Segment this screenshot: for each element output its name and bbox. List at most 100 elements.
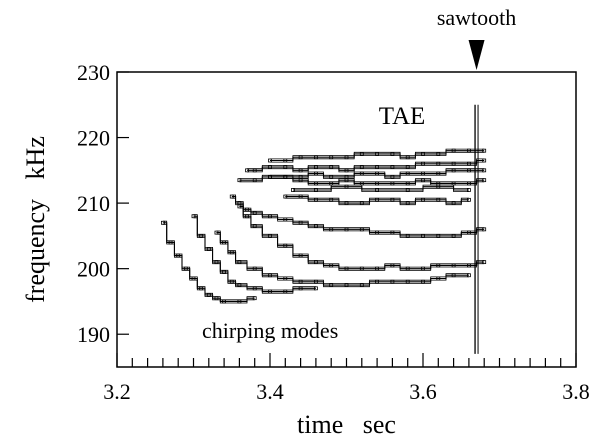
data-point bbox=[298, 174, 303, 179]
data-point bbox=[222, 299, 227, 304]
data-point bbox=[214, 296, 219, 301]
data-point bbox=[482, 148, 487, 153]
data-point bbox=[329, 155, 334, 160]
spectral-contour bbox=[239, 168, 485, 179]
labels: time sec frequency kHz bbox=[21, 136, 396, 439]
x-tick-label: 3.8 bbox=[562, 379, 590, 404]
data-point bbox=[245, 168, 249, 173]
data-point bbox=[229, 250, 234, 255]
data-point bbox=[405, 155, 410, 160]
data-point bbox=[482, 158, 487, 163]
spectral-line bbox=[229, 194, 487, 238]
data-point bbox=[421, 233, 425, 238]
x-tick-label: 3.4 bbox=[256, 379, 284, 404]
y-tick-label: 190 bbox=[77, 322, 110, 347]
data-point bbox=[390, 152, 395, 156]
data-point bbox=[405, 188, 410, 192]
data-point bbox=[298, 220, 303, 225]
data-point bbox=[421, 266, 425, 271]
spectral-line bbox=[245, 158, 487, 173]
data-point bbox=[313, 165, 318, 169]
data-point bbox=[421, 178, 425, 183]
spectral-contour bbox=[293, 186, 469, 191]
data-point bbox=[405, 266, 410, 271]
data-point bbox=[229, 279, 234, 284]
data-point bbox=[206, 292, 211, 297]
data-point bbox=[421, 152, 425, 156]
data-point bbox=[451, 168, 456, 173]
data-point bbox=[390, 263, 395, 268]
spectral-line bbox=[268, 148, 487, 163]
data-point bbox=[344, 184, 349, 189]
spectrogram-data-layer bbox=[160, 104, 487, 354]
data-point bbox=[191, 276, 196, 281]
data-point bbox=[436, 197, 441, 202]
data-point bbox=[466, 161, 471, 166]
data-point bbox=[405, 171, 410, 176]
spectral-contour bbox=[216, 230, 469, 284]
data-point bbox=[359, 171, 364, 176]
data-point bbox=[252, 286, 257, 291]
data-point bbox=[329, 165, 334, 169]
data-point bbox=[268, 233, 272, 238]
data-point bbox=[237, 299, 242, 304]
data-point bbox=[482, 178, 487, 183]
data-point bbox=[390, 230, 395, 235]
data-point bbox=[298, 194, 303, 199]
data-point bbox=[421, 171, 425, 176]
data-point bbox=[466, 148, 471, 153]
data-point bbox=[160, 220, 165, 225]
data-point bbox=[466, 168, 471, 173]
sawtooth-label: sawtooth bbox=[437, 5, 516, 30]
data-point bbox=[405, 201, 410, 206]
data-point bbox=[390, 279, 395, 284]
data-point bbox=[390, 174, 395, 179]
data-point bbox=[252, 168, 257, 173]
data-point bbox=[237, 283, 242, 287]
axes: 3.2 3.4 3.6 3.8 190 200 210 220 230 bbox=[77, 60, 590, 404]
data-point bbox=[436, 152, 441, 156]
data-point bbox=[283, 165, 288, 169]
data-point bbox=[199, 286, 204, 291]
y-axis-title: frequency kHz bbox=[21, 136, 50, 303]
data-point bbox=[237, 178, 242, 183]
spectral-contour bbox=[285, 196, 469, 204]
data-point bbox=[359, 266, 364, 271]
data-point bbox=[329, 263, 334, 268]
spectral-line bbox=[237, 204, 487, 271]
spectral-contour bbox=[247, 161, 485, 173]
y-tick-label: 220 bbox=[77, 126, 110, 151]
data-point bbox=[421, 279, 425, 284]
data-point bbox=[313, 260, 318, 265]
data-point bbox=[283, 158, 288, 163]
y-tick-label: 210 bbox=[77, 191, 110, 216]
data-point bbox=[451, 201, 456, 206]
y-tick-label: 200 bbox=[77, 257, 110, 282]
spectral-contour bbox=[239, 207, 485, 271]
spectral-line bbox=[237, 168, 487, 183]
data-point bbox=[268, 273, 272, 278]
data-point bbox=[436, 263, 441, 268]
data-point bbox=[329, 283, 334, 287]
data-point bbox=[482, 168, 487, 173]
spectral-line bbox=[283, 194, 471, 206]
data-point bbox=[436, 233, 441, 238]
data-point bbox=[344, 266, 349, 271]
data-point bbox=[268, 214, 272, 219]
spectral-contour bbox=[239, 171, 485, 183]
data-point bbox=[344, 283, 349, 287]
x-axis-title: time sec bbox=[297, 410, 396, 439]
data-point bbox=[466, 230, 471, 235]
data-point bbox=[252, 178, 257, 183]
annotations: TAE chirping modes sawtooth bbox=[202, 5, 516, 343]
spectral-line bbox=[291, 184, 471, 192]
x-tick-label: 3.6 bbox=[409, 379, 437, 404]
data-point bbox=[359, 201, 364, 206]
data-point bbox=[313, 197, 318, 202]
data-point bbox=[375, 230, 380, 235]
data-point bbox=[237, 201, 242, 206]
data-point bbox=[375, 181, 380, 186]
data-point bbox=[313, 188, 318, 192]
data-point bbox=[283, 194, 288, 199]
